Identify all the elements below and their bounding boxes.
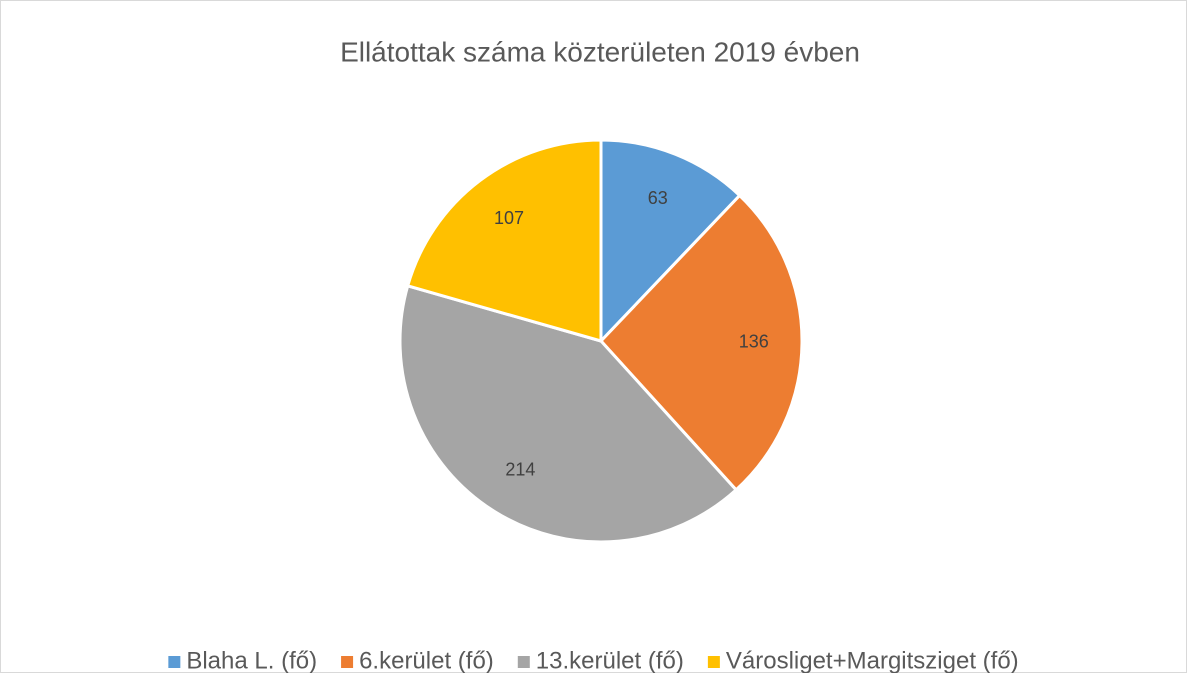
legend-label: Városliget+Margitsziget (fő) [726,647,1019,673]
data-label: 63 [648,188,668,208]
legend-label: 6.kerület (fő) [359,647,494,673]
data-label: 107 [494,208,524,228]
pie: 63 136 214 107 [398,138,804,544]
legend-swatch [168,656,181,668]
legend-label: Blaha L. (fő) [186,647,317,673]
data-label: 136 [739,332,769,352]
pie-slice [398,284,739,544]
legend-swatch [517,656,530,668]
pie-slice [598,193,804,492]
legend: Blaha L. (fő) 6.kerület (fő) 13.kerület (f… [168,647,1019,673]
legend-swatch [707,656,720,668]
pie-slice [405,138,603,343]
chart-title: Ellátottak száma közterületen 2019 évben [340,36,860,67]
legend-swatch [341,656,354,668]
legend-label: 13.kerület (fő) [536,647,684,673]
data-label: 214 [505,460,535,480]
pie-slice [599,138,742,345]
